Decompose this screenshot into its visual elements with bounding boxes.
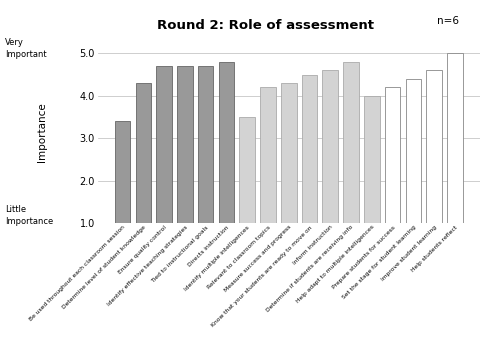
Bar	[177, 66, 192, 223]
Bar	[364, 96, 380, 223]
Bar	[447, 53, 462, 223]
Bar	[115, 121, 130, 223]
Bar	[406, 79, 421, 223]
Bar	[302, 74, 318, 223]
Bar	[343, 62, 359, 223]
Bar	[240, 117, 255, 223]
Bar	[385, 87, 400, 223]
Text: Very
Important: Very Important	[5, 38, 46, 59]
Bar	[218, 62, 234, 223]
Bar	[322, 70, 338, 223]
Bar	[426, 70, 442, 223]
Text: Importance: Importance	[38, 103, 48, 162]
Bar	[136, 83, 151, 223]
Bar	[260, 87, 276, 223]
Text: n=6: n=6	[436, 16, 458, 26]
Bar	[198, 66, 214, 223]
Title: Round 2: Role of assessment: Round 2: Role of assessment	[158, 19, 374, 32]
Bar	[156, 66, 172, 223]
Text: Little
Importance: Little Importance	[5, 205, 53, 226]
Bar	[281, 83, 296, 223]
